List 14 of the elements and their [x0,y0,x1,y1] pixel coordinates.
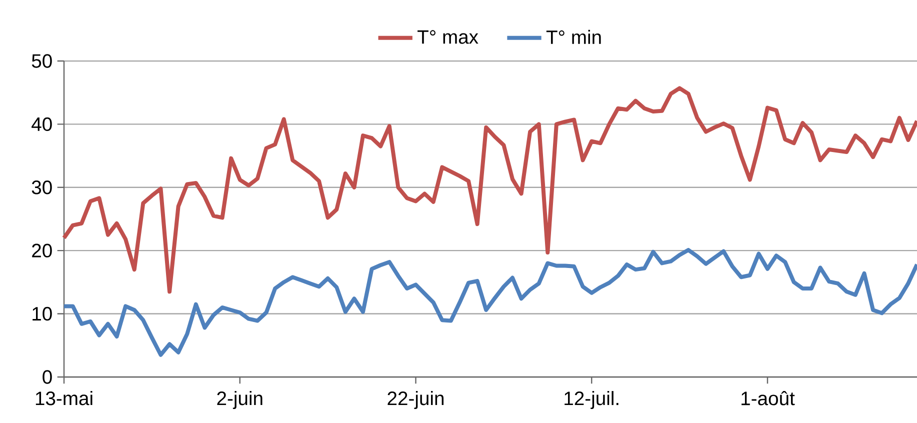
line-series [62,248,917,357]
x-tick-label: 13-mai [36,391,92,406]
x-tick-label: 22-juin [388,391,444,410]
x-tick-label: 2-juin [217,391,262,410]
legend-label: T° max [418,30,478,44]
x-tick-label: 12-juil. [564,391,618,410]
legend-label: T° min [546,30,601,44]
x-tick-label: 1-août [742,391,795,406]
y-tick-label: 30 [32,180,52,194]
y-tick-label: 40 [32,117,52,132]
y-tick-label: 0 [42,370,52,384]
y-tick-label: 10 [32,306,52,321]
y-tick-label: 50 [32,54,52,68]
y-tick-label: 20 [32,244,52,258]
